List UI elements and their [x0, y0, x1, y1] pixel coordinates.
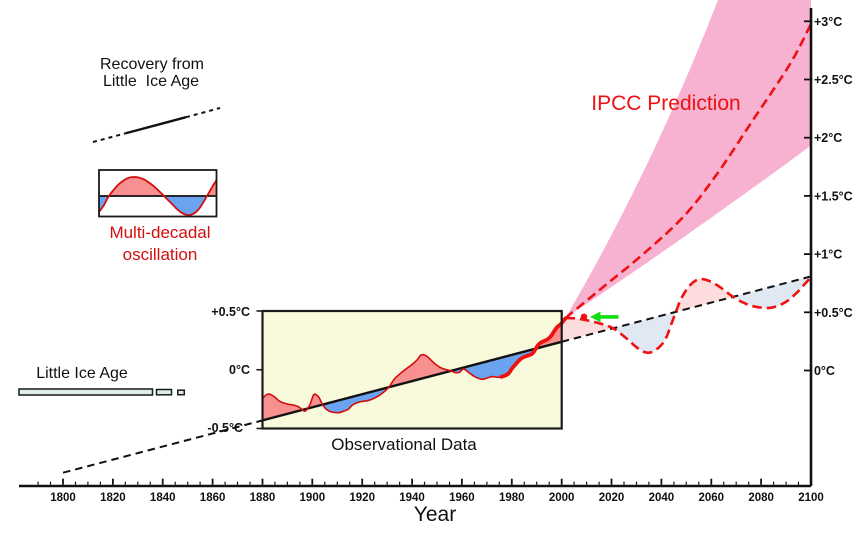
- svg-text:+1°C: +1°C: [814, 248, 842, 262]
- svg-text:Multi-decadal: Multi-decadal: [109, 223, 210, 242]
- svg-text:+0.5°C: +0.5°C: [814, 306, 853, 320]
- svg-text:2060: 2060: [698, 492, 724, 504]
- svg-text:1820: 1820: [100, 492, 126, 504]
- svg-text:1860: 1860: [200, 492, 226, 504]
- svg-text:1840: 1840: [150, 492, 176, 504]
- svg-text:+2°C: +2°C: [814, 131, 842, 145]
- svg-text:1880: 1880: [250, 492, 276, 504]
- svg-text:2100: 2100: [798, 492, 824, 504]
- svg-text:1940: 1940: [399, 492, 425, 504]
- svg-text:1920: 1920: [349, 492, 375, 504]
- svg-text:2000: 2000: [549, 492, 575, 504]
- svg-text:Observational Data: Observational Data: [331, 435, 477, 454]
- svg-text:2080: 2080: [748, 492, 774, 504]
- svg-text:0°C: 0°C: [814, 364, 835, 378]
- svg-text:IPCC Prediction: IPCC Prediction: [591, 92, 740, 115]
- svg-text:2040: 2040: [649, 492, 675, 504]
- svg-text:+3°C: +3°C: [814, 15, 842, 29]
- svg-text:Little Ice Age: Little Ice Age: [36, 365, 128, 382]
- svg-text:Recovery from: Recovery from: [100, 56, 204, 73]
- svg-text:0°C: 0°C: [229, 363, 250, 377]
- svg-text:1980: 1980: [499, 492, 525, 504]
- svg-text:oscillation: oscillation: [123, 245, 198, 264]
- svg-text:+0.5°C: +0.5°C: [211, 305, 250, 319]
- svg-text:2020: 2020: [599, 492, 625, 504]
- svg-text:Year: Year: [414, 503, 456, 526]
- svg-text:1960: 1960: [449, 492, 475, 504]
- svg-text:+1.5°C: +1.5°C: [814, 189, 853, 203]
- svg-text:1900: 1900: [300, 492, 326, 504]
- svg-text:Little Ice Age: Little Ice Age: [103, 73, 199, 90]
- svg-text:1800: 1800: [50, 492, 76, 504]
- svg-text:+2.5°C: +2.5°C: [814, 73, 853, 87]
- svg-text:-0.5°C: -0.5°C: [207, 421, 243, 435]
